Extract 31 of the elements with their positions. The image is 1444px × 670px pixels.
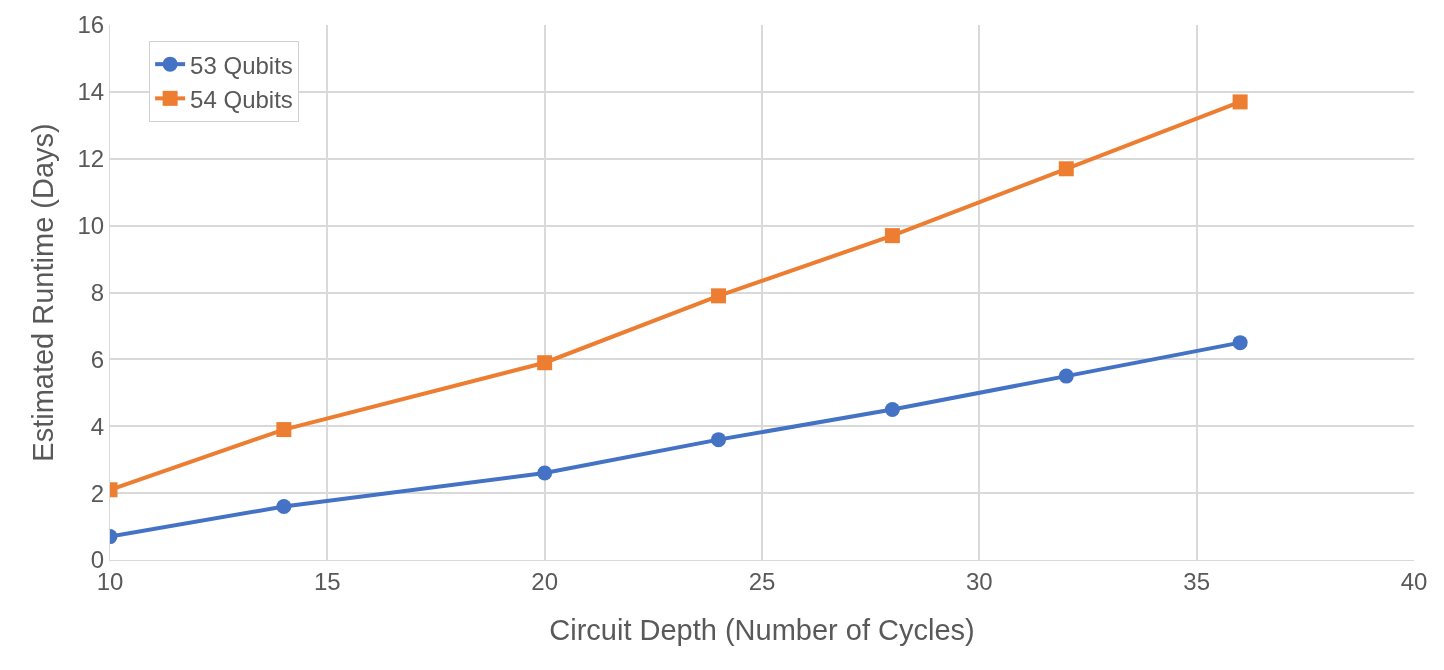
y-tick-label: 2 (90, 479, 105, 507)
x-tick-label: 40 (1400, 567, 1428, 595)
point (537, 355, 553, 371)
point (276, 499, 292, 514)
legend-label: 54 Qubits (190, 85, 293, 113)
y-tick-label: 4 (90, 412, 105, 440)
x-tick-label: 20 (531, 567, 559, 595)
point (884, 228, 900, 244)
y-tick-label: 12 (77, 145, 105, 173)
y-tick-label: 14 (77, 78, 105, 106)
point (1058, 368, 1074, 384)
point (1232, 94, 1248, 110)
legend-label: 53 Qubits (190, 51, 293, 79)
point (711, 288, 727, 304)
point (276, 422, 292, 438)
y-axis-title: Estimated Runtime (Days) (26, 123, 59, 462)
y-tick-label: 6 (90, 345, 105, 373)
y-tick-label: 16 (77, 11, 105, 39)
y-tick-label: 10 (77, 212, 105, 240)
point (1232, 335, 1248, 351)
x-tick-label: 25 (748, 567, 776, 595)
y-tick-label: 0 (90, 546, 105, 574)
x-tick-label: 15 (313, 567, 341, 595)
x-tick-label: 35 (1183, 567, 1211, 595)
point (1058, 161, 1074, 177)
x-axis-title: Circuit Depth (Number of Cycles) (549, 613, 975, 646)
x-tick-label: 30 (965, 567, 993, 595)
point (884, 402, 900, 418)
y-tick-label: 8 (90, 278, 105, 306)
point (711, 432, 727, 448)
point (537, 465, 553, 481)
